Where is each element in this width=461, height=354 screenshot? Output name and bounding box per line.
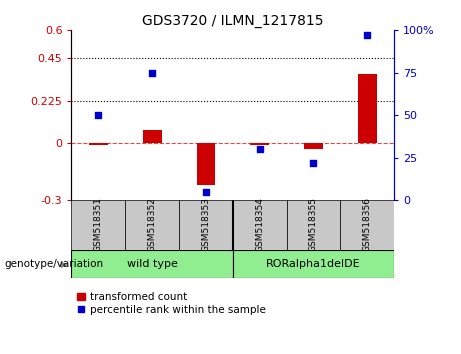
Bar <box>196 143 215 185</box>
Title: GDS3720 / ILMN_1217815: GDS3720 / ILMN_1217815 <box>142 14 324 28</box>
Point <box>310 160 317 165</box>
Bar <box>71 250 233 278</box>
Text: GSM518352: GSM518352 <box>148 197 157 252</box>
Text: GSM518354: GSM518354 <box>255 197 264 252</box>
Bar <box>358 74 377 143</box>
Text: genotype/variation: genotype/variation <box>5 259 104 269</box>
Bar <box>71 200 125 250</box>
Bar <box>179 200 233 250</box>
Bar <box>340 200 394 250</box>
Point <box>364 32 371 38</box>
Bar <box>304 143 323 149</box>
Text: wild type: wild type <box>127 259 177 269</box>
Bar <box>250 143 269 145</box>
Point <box>256 146 263 152</box>
Point <box>202 189 210 194</box>
Bar <box>143 130 161 143</box>
Text: GSM518351: GSM518351 <box>94 197 103 252</box>
Text: GSM518356: GSM518356 <box>363 197 372 252</box>
Bar <box>233 250 394 278</box>
Text: GSM518353: GSM518353 <box>201 197 210 252</box>
Point <box>148 70 156 75</box>
Text: RORalpha1delDE: RORalpha1delDE <box>266 259 361 269</box>
Text: GSM518355: GSM518355 <box>309 197 318 252</box>
Bar <box>287 200 340 250</box>
Bar <box>125 200 179 250</box>
Point <box>95 112 102 118</box>
Bar <box>89 143 108 145</box>
Legend: transformed count, percentile rank within the sample: transformed count, percentile rank withi… <box>77 292 266 315</box>
Bar <box>233 200 287 250</box>
